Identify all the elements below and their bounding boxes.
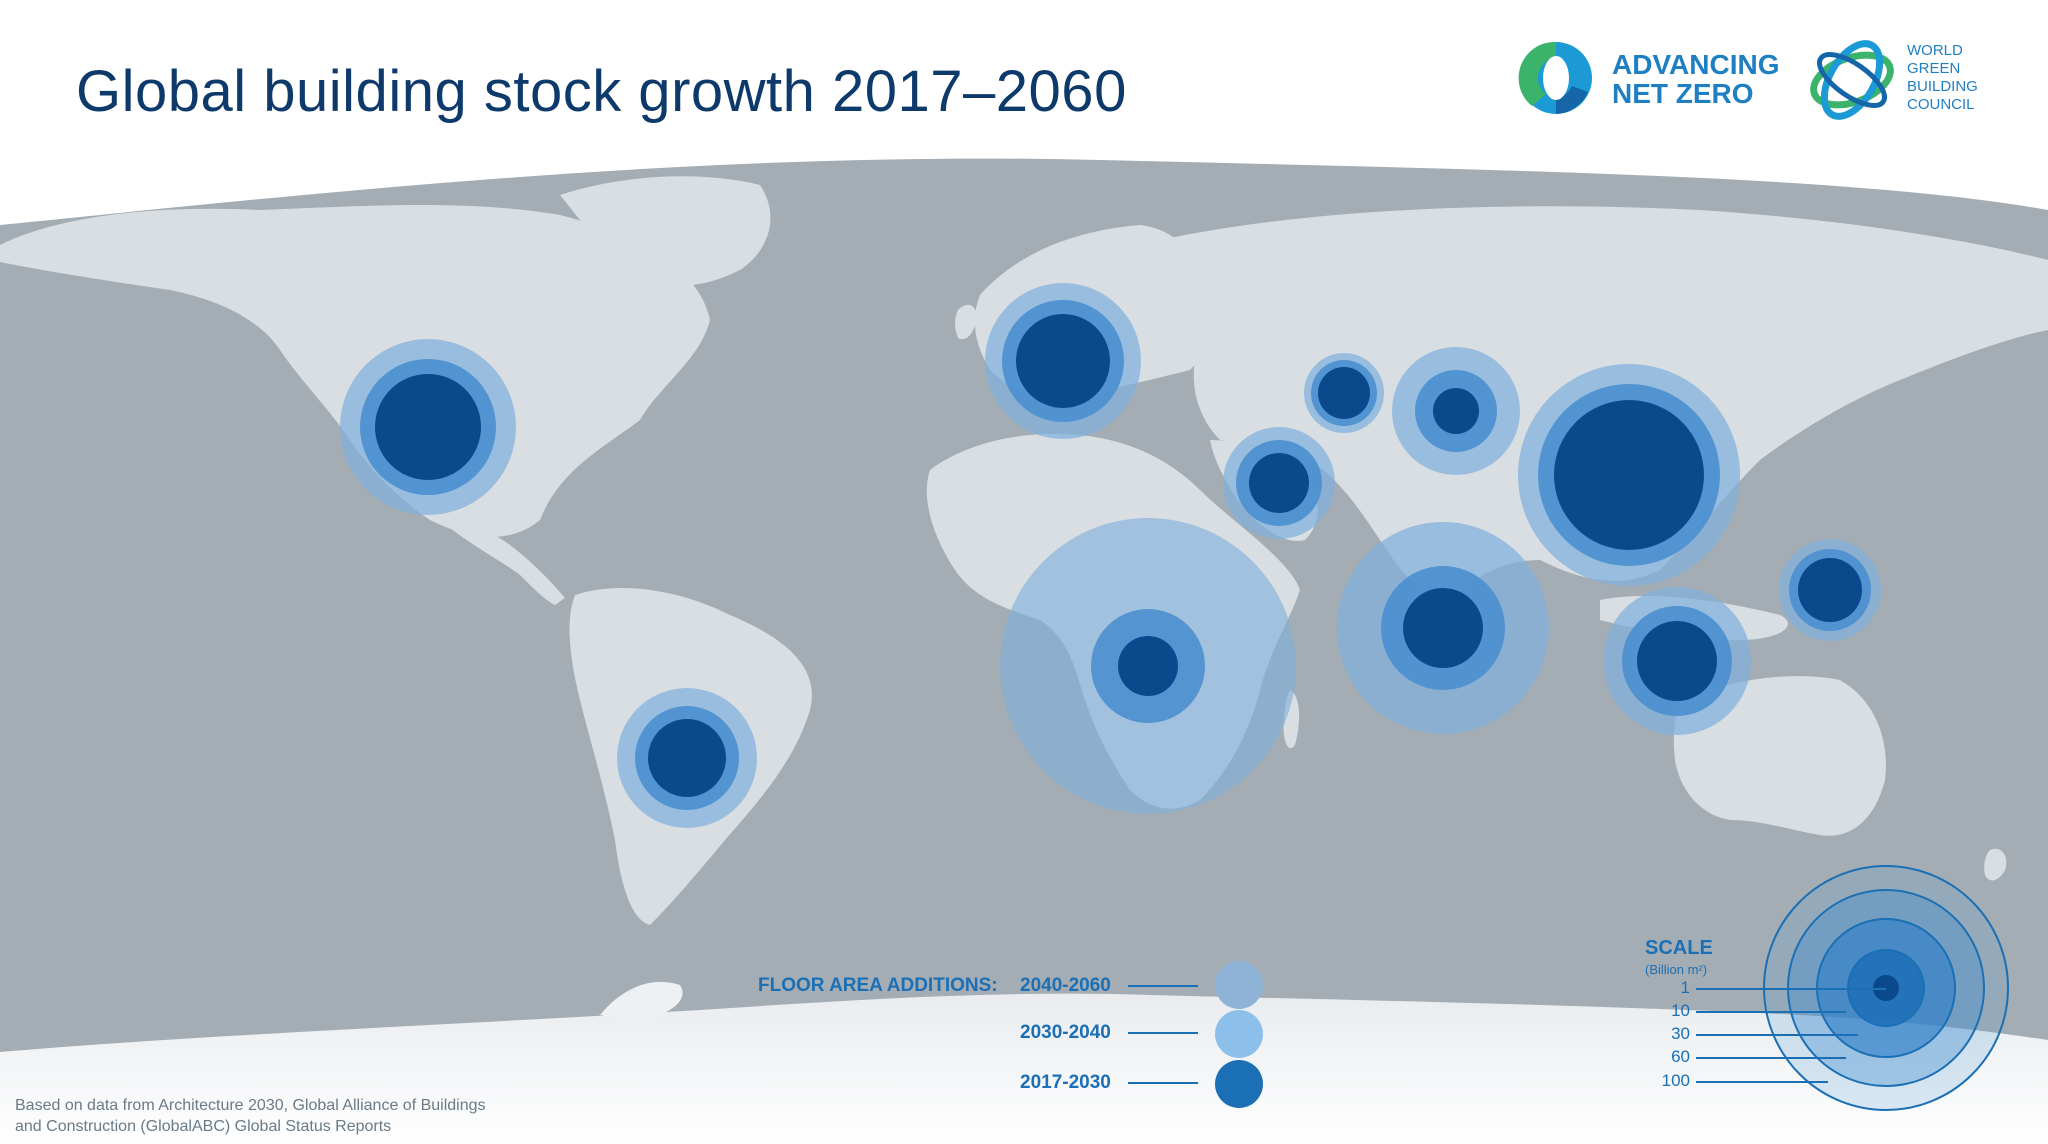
bubble-europe <box>985 283 1141 439</box>
legend-dot-2017-2030 <box>1215 1060 1263 1108</box>
scale-line-60 <box>1696 1057 1846 1059</box>
bubble-north-america <box>340 339 516 515</box>
legend-line-2017-2030 <box>1128 1082 1198 1084</box>
scale-title: SCALE <box>1645 937 1713 959</box>
legend-dot-2030-2040 <box>1215 1010 1263 1058</box>
bubble-middle-east <box>1223 427 1335 539</box>
logo-wgbc-line3: BUILDING <box>1907 78 1978 95</box>
bubble-africa <box>1000 518 1296 814</box>
uk <box>955 304 977 340</box>
bubble-central-asia <box>1392 347 1520 475</box>
bubble-southeast-asia <box>1603 587 1751 735</box>
antarctica <box>0 993 2048 1144</box>
legend-heading: FLOOR AREA ADDITIONS: <box>758 975 998 996</box>
source-line1: Based on data from Architecture 2030, Gl… <box>15 1097 486 1114</box>
bubble-india <box>1337 522 1549 734</box>
scale-value-10: 10 <box>1671 1001 1690 1020</box>
scale-line-100 <box>1696 1081 1828 1083</box>
legend-label-2017-2030: 2017-2030 <box>1020 1072 1111 1093</box>
source-line2: and Construction (GlobalABC) Global Stat… <box>15 1118 392 1135</box>
scale-value-1: 1 <box>1680 978 1690 997</box>
logo-anz-line2: NET ZERO <box>1612 78 1754 109</box>
scale-circles <box>1763 865 2009 1111</box>
bubble-south-america <box>617 688 757 828</box>
bubble-china <box>1518 364 1740 586</box>
scale-line-1 <box>1696 988 1886 990</box>
scale-value-100: 100 <box>1661 1071 1690 1090</box>
page-title: Global building stock growth 2017–2060 <box>76 59 1127 124</box>
bubble-russia <box>1304 353 1384 433</box>
scale-value-30: 30 <box>1671 1024 1690 1043</box>
australia <box>1673 676 1886 836</box>
scale-line-30 <box>1696 1034 1858 1036</box>
source-note: Based on data from Architecture 2030, Gl… <box>15 1095 575 1137</box>
wgbc-globe-icon <box>1810 40 1894 120</box>
logo-wgbc-line1: WORLD <box>1907 42 1963 59</box>
antarctic-peninsula <box>600 981 683 1020</box>
bubble-pacific <box>1779 539 1881 641</box>
net-zero-ring-icon <box>1518 41 1592 114</box>
scale-value-60: 60 <box>1671 1047 1690 1066</box>
greenland <box>560 176 771 286</box>
scale-unit: (Billion m²) <box>1645 962 1708 977</box>
scale-line-10 <box>1696 1011 1846 1013</box>
logo-wgbc-line2: GREEN <box>1907 60 1961 77</box>
legend-line-2040-2060 <box>1128 985 1198 987</box>
logo-anz-line1: ADVANCING <box>1612 49 1780 80</box>
japan <box>1818 339 1852 410</box>
legend-dot-2040-2060 <box>1215 961 1263 1009</box>
world-green-building-council-logo: WORLD GREEN BUILDING COUNCIL <box>1806 30 2006 130</box>
legend-label-2030-2040: 2030-2040 <box>1020 1022 1111 1043</box>
advancing-net-zero-logo: ADVANCING NET ZERO <box>1516 36 1806 122</box>
central-america <box>440 520 565 605</box>
legend-label-2040-2060: 2040-2060 <box>1020 975 1111 996</box>
logo-wgbc-line4: COUNCIL <box>1907 96 1975 113</box>
bubbles <box>340 283 1881 828</box>
north-america <box>0 205 710 537</box>
legend-line-2030-2040 <box>1128 1032 1198 1034</box>
new-zealand <box>1984 848 2007 881</box>
